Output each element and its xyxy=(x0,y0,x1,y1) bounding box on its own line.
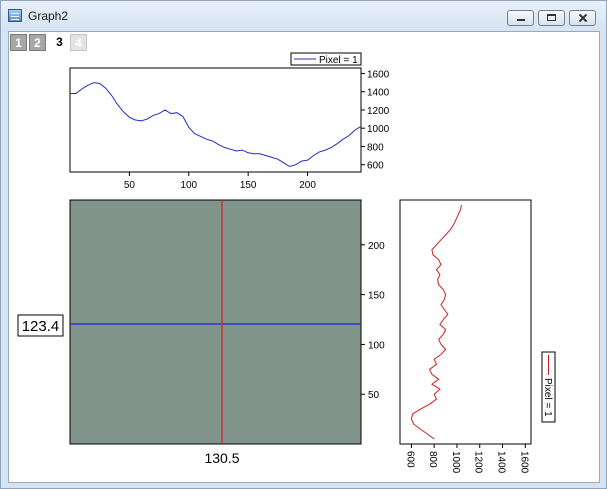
graph-window-icon[interactable] xyxy=(8,9,22,22)
close-button[interactable] xyxy=(569,10,596,26)
layer-tab-3[interactable]: 3 xyxy=(51,34,68,51)
window-title: Graph2 xyxy=(28,9,69,23)
layer-tab-1[interactable]: 1 xyxy=(10,34,27,51)
layer-tab-4[interactable]: 4 xyxy=(70,34,87,51)
graph-page xyxy=(8,31,600,483)
title-bar[interactable]: Graph2 xyxy=(1,1,606,29)
layer-tab-2[interactable]: 2 xyxy=(29,34,46,51)
restore-button[interactable] xyxy=(538,10,565,26)
minimize-button[interactable] xyxy=(507,10,534,26)
